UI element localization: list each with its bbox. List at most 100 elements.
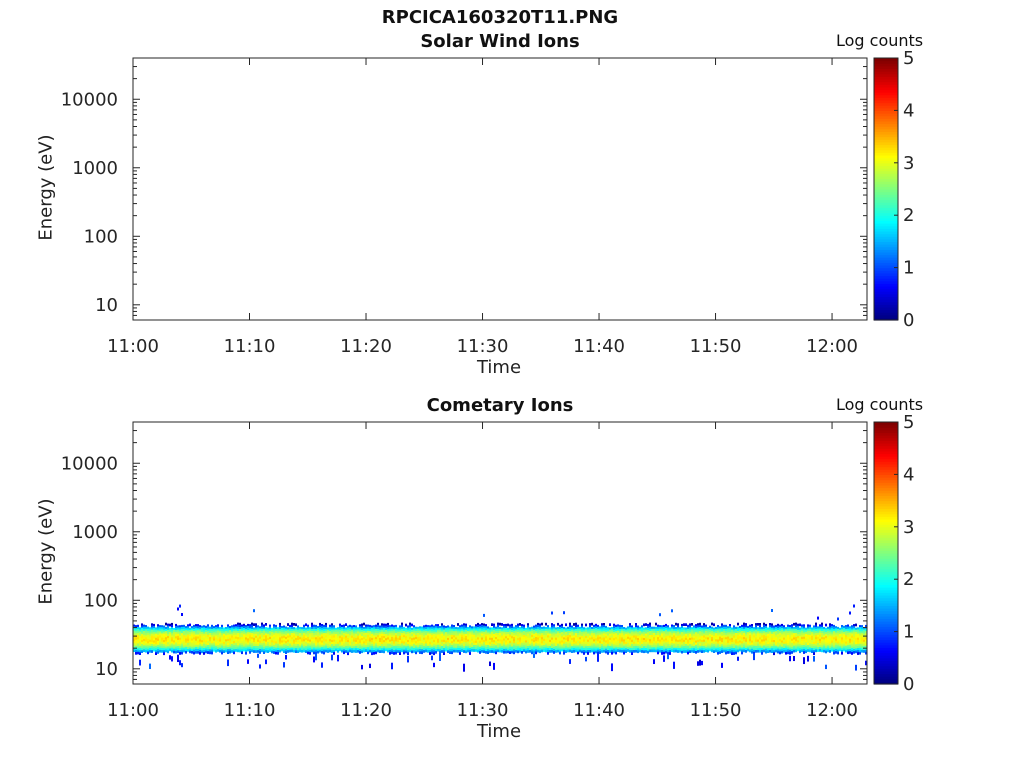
band-cell (359, 628, 361, 631)
band-cell (673, 647, 675, 651)
band-cell (327, 648, 329, 651)
band-cell (479, 628, 481, 631)
band-cell (675, 627, 677, 630)
band-cell (805, 627, 807, 631)
band-cell (589, 641, 591, 645)
band-cell (169, 640, 171, 643)
band-cell (687, 645, 689, 649)
band-cell (379, 633, 381, 637)
band-cell (575, 643, 577, 647)
band-cell (357, 648, 359, 651)
band-cell (471, 640, 473, 644)
band-cell (469, 637, 471, 641)
band-cell (761, 652, 763, 655)
band-cell (389, 643, 391, 647)
band-cell (491, 637, 493, 641)
band-cell (709, 644, 711, 648)
band-cell (709, 642, 711, 645)
band-cell (517, 638, 519, 641)
band-cell (583, 633, 585, 637)
band-cell (639, 628, 641, 632)
band-cell (611, 651, 613, 655)
band-cell (333, 650, 335, 653)
band-cell (539, 642, 541, 645)
band-cell (737, 639, 739, 642)
band-cell (149, 648, 151, 651)
band-cell (609, 629, 611, 633)
band-cell (141, 633, 143, 637)
band-cell (221, 637, 223, 640)
band-cell (377, 629, 379, 632)
band-cell (409, 622, 411, 626)
band-cell (407, 646, 409, 649)
band-cell (755, 641, 757, 645)
band-cell (641, 627, 643, 631)
band-cell (137, 626, 139, 630)
band-cell (835, 644, 837, 648)
band-cell (277, 652, 279, 655)
band-cell (251, 637, 253, 640)
band-cell (197, 630, 199, 633)
band-cell (175, 646, 177, 650)
band-cell (707, 637, 709, 641)
band-cell (135, 629, 137, 632)
band-cell (253, 627, 255, 631)
band-cell (395, 629, 397, 632)
band-cell (701, 640, 703, 643)
band-cell (491, 631, 493, 635)
band-cell (571, 635, 573, 639)
band-cell (633, 645, 635, 649)
band-cell (527, 623, 529, 626)
band-cell (319, 622, 321, 626)
band-cell (199, 645, 201, 649)
band-cell (689, 646, 691, 649)
band-cell (667, 641, 669, 645)
band-cell (707, 627, 709, 630)
band-cell (267, 629, 269, 633)
band-cell (765, 648, 767, 652)
band-cell (471, 634, 473, 638)
band-cell (165, 628, 167, 632)
band-cell (581, 642, 583, 645)
band-cell (815, 637, 817, 640)
band-cell (671, 632, 673, 636)
band-cell (609, 631, 611, 635)
band-cell (599, 636, 601, 640)
band-cell (141, 644, 143, 647)
band-cell (159, 629, 161, 632)
colorbar-segment (874, 76, 898, 80)
band-cell (533, 625, 535, 629)
band-cell (377, 641, 379, 645)
band-cell (287, 627, 289, 630)
band-cell (723, 624, 725, 628)
band-cell (775, 641, 777, 645)
band-cell (695, 651, 697, 654)
band-cell (705, 630, 707, 634)
band-cell (351, 639, 353, 643)
band-cell (671, 645, 673, 648)
band-cell (625, 644, 627, 647)
band-cell (657, 626, 659, 630)
band-cell (561, 646, 563, 650)
band-cell (735, 639, 737, 642)
band-cell (543, 634, 545, 638)
band-cell (675, 629, 677, 632)
x-axis-label-cometary: Time (476, 721, 522, 742)
band-cell (819, 636, 821, 640)
band-cell (211, 633, 213, 636)
band-cell (769, 641, 771, 645)
band-cell (171, 631, 173, 634)
band-cell (835, 642, 837, 646)
band-cell (619, 627, 621, 630)
band-cell (713, 629, 715, 633)
band-cell (665, 648, 667, 652)
band-cell (345, 631, 347, 635)
band-cell (501, 639, 503, 643)
band-cell (715, 639, 717, 642)
band-cell (279, 631, 281, 634)
band-cell (579, 639, 581, 642)
band-cell (323, 639, 325, 642)
band-cell (745, 639, 747, 643)
band-cell (625, 635, 627, 639)
band-cell (693, 629, 695, 633)
